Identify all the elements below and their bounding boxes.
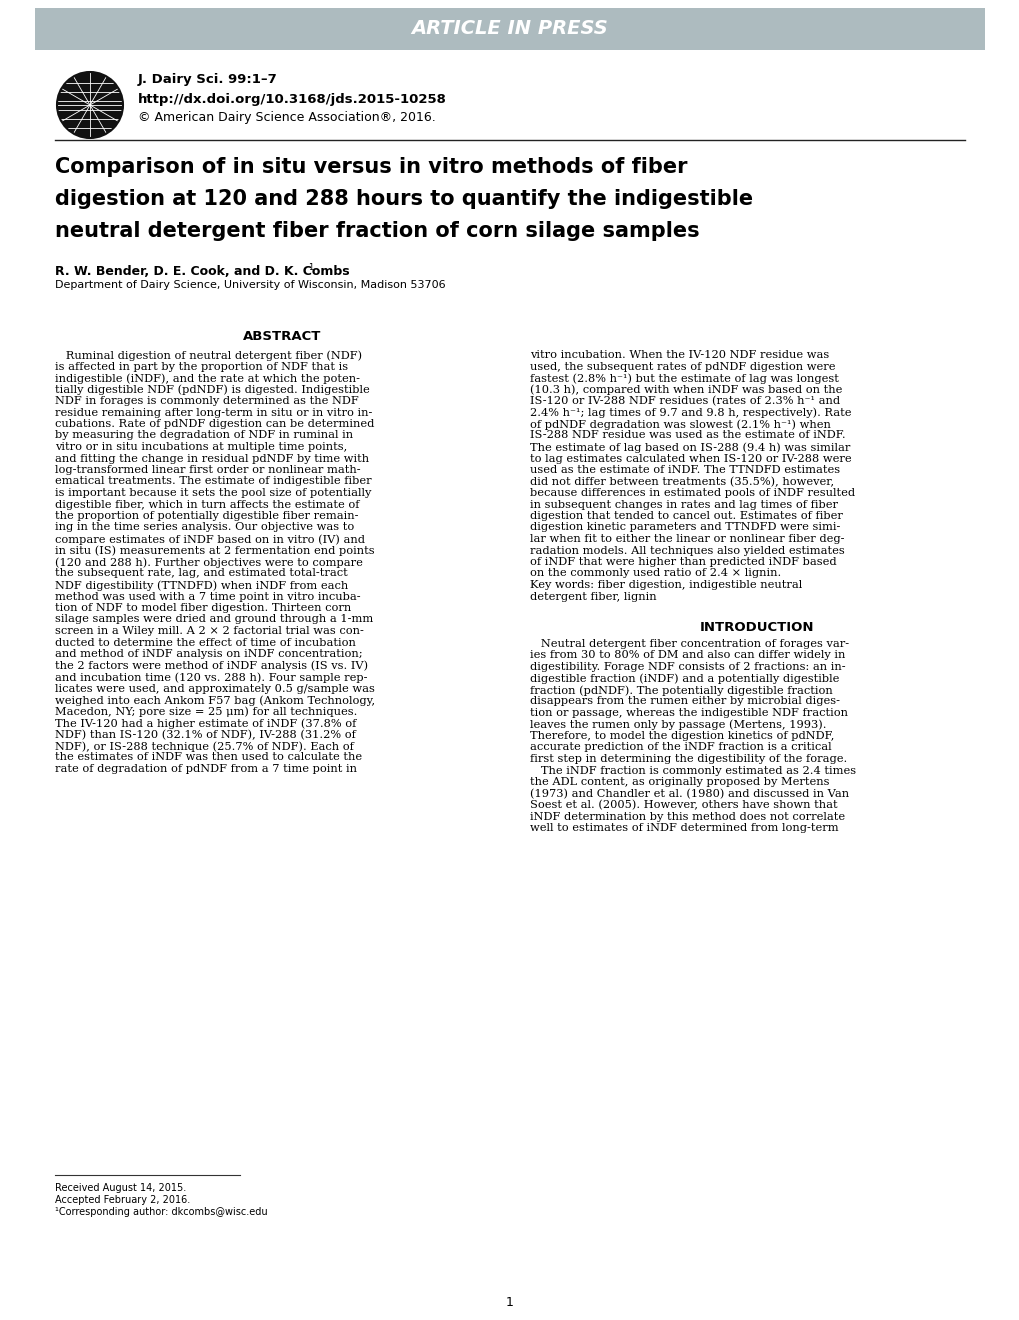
Text: IS-120 or IV-288 NDF residues (rates of 2.3% h⁻¹ and: IS-120 or IV-288 NDF residues (rates of … bbox=[530, 396, 840, 407]
Text: ies from 30 to 80% of DM and also can differ widely in: ies from 30 to 80% of DM and also can di… bbox=[530, 651, 845, 660]
Text: 1: 1 bbox=[505, 1295, 514, 1308]
Text: the subsequent rate, lag, and estimated total-tract: the subsequent rate, lag, and estimated … bbox=[55, 569, 347, 578]
Text: Macedon, NY; pore size = 25 μm) for all techniques.: Macedon, NY; pore size = 25 μm) for all … bbox=[55, 706, 357, 717]
Text: radation models. All techniques also yielded estimates: radation models. All techniques also yie… bbox=[530, 545, 844, 556]
Text: IS-288 NDF residue was used as the estimate of iNDF.: IS-288 NDF residue was used as the estim… bbox=[530, 430, 845, 441]
Text: (1973) and Chandler et al. (1980) and discussed in Van: (1973) and Chandler et al. (1980) and di… bbox=[530, 788, 848, 799]
Text: by measuring the degradation of NDF in ruminal in: by measuring the degradation of NDF in r… bbox=[55, 430, 353, 441]
Text: screen in a Wiley mill. A 2 × 2 factorial trial was con-: screen in a Wiley mill. A 2 × 2 factoria… bbox=[55, 626, 364, 636]
Text: neutral detergent fiber fraction of corn silage samples: neutral detergent fiber fraction of corn… bbox=[55, 220, 699, 242]
Text: http://dx.doi.org/10.3168/jds.2015-10258: http://dx.doi.org/10.3168/jds.2015-10258 bbox=[138, 92, 446, 106]
Text: Soest et al. (2005). However, others have shown that: Soest et al. (2005). However, others hav… bbox=[530, 800, 837, 810]
Text: Department of Dairy Science, University of Wisconsin, Madison 53706: Department of Dairy Science, University … bbox=[55, 280, 445, 290]
Text: ematical treatments. The estimate of indigestible fiber: ematical treatments. The estimate of ind… bbox=[55, 477, 371, 487]
Text: compare estimates of iNDF based on in vitro (IV) and: compare estimates of iNDF based on in vi… bbox=[55, 535, 365, 545]
Text: silage samples were dried and ground through a 1-mm: silage samples were dried and ground thr… bbox=[55, 615, 373, 624]
Text: indigestible (iNDF), and the rate at which the poten-: indigestible (iNDF), and the rate at whi… bbox=[55, 374, 360, 384]
Text: detergent fiber, lignin: detergent fiber, lignin bbox=[530, 591, 656, 602]
Text: cubations. Rate of pdNDF digestion can be determined: cubations. Rate of pdNDF digestion can b… bbox=[55, 418, 374, 429]
Text: the estimates of iNDF was then used to calculate the: the estimates of iNDF was then used to c… bbox=[55, 752, 362, 763]
Text: iNDF determination by this method does not correlate: iNDF determination by this method does n… bbox=[530, 812, 845, 821]
Text: because differences in estimated pools of iNDF resulted: because differences in estimated pools o… bbox=[530, 488, 854, 498]
Text: NDF digestibility (TTNDFD) when iNDF from each: NDF digestibility (TTNDFD) when iNDF fro… bbox=[55, 579, 347, 590]
Text: Received August 14, 2015.: Received August 14, 2015. bbox=[55, 1183, 186, 1193]
Text: ing in the time series analysis. Our objective was to: ing in the time series analysis. Our obj… bbox=[55, 523, 354, 532]
Text: the ADL content, as originally proposed by Mertens: the ADL content, as originally proposed … bbox=[530, 777, 828, 787]
Text: the 2 factors were method of iNDF analysis (IS vs. IV): the 2 factors were method of iNDF analys… bbox=[55, 660, 368, 671]
Text: method was used with a 7 time point in vitro incuba-: method was used with a 7 time point in v… bbox=[55, 591, 361, 602]
Text: digestion at 120 and 288 hours to quantify the indigestible: digestion at 120 and 288 hours to quanti… bbox=[55, 189, 752, 209]
Text: tially digestible NDF (pdNDF) is digested. Indigestible: tially digestible NDF (pdNDF) is digeste… bbox=[55, 384, 370, 395]
Text: fastest (2.8% h⁻¹) but the estimate of lag was longest: fastest (2.8% h⁻¹) but the estimate of l… bbox=[530, 374, 838, 384]
Text: weighed into each Ankom F57 bag (Ankom Technology,: weighed into each Ankom F57 bag (Ankom T… bbox=[55, 696, 375, 706]
Text: fraction (pdNDF). The potentially digestible fraction: fraction (pdNDF). The potentially digest… bbox=[530, 685, 832, 696]
Text: and method of iNDF analysis on iNDF concentration;: and method of iNDF analysis on iNDF conc… bbox=[55, 649, 363, 659]
Text: ¹Corresponding author: dkcombs@wisc.edu: ¹Corresponding author: dkcombs@wisc.edu bbox=[55, 1206, 267, 1217]
Text: ducted to determine the effect of time of incubation: ducted to determine the effect of time o… bbox=[55, 638, 356, 648]
Text: used, the subsequent rates of pdNDF digestion were: used, the subsequent rates of pdNDF dige… bbox=[530, 362, 835, 371]
Text: well to estimates of iNDF determined from long-term: well to estimates of iNDF determined fro… bbox=[530, 822, 838, 833]
Text: Ruminal digestion of neutral detergent fiber (NDF): Ruminal digestion of neutral detergent f… bbox=[55, 350, 362, 360]
Text: vitro incubation. When the IV-120 NDF residue was: vitro incubation. When the IV-120 NDF re… bbox=[530, 350, 828, 360]
Text: on the commonly used ratio of 2.4 × lignin.: on the commonly used ratio of 2.4 × lign… bbox=[530, 569, 781, 578]
Text: digestibility. Forage NDF consists of 2 fractions: an in-: digestibility. Forage NDF consists of 2 … bbox=[530, 663, 845, 672]
Text: Comparison of in situ versus in vitro methods of fiber: Comparison of in situ versus in vitro me… bbox=[55, 157, 687, 177]
Text: log-transformed linear first order or nonlinear math-: log-transformed linear first order or no… bbox=[55, 465, 361, 475]
Text: The IV-120 had a higher estimate of iNDF (37.8% of: The IV-120 had a higher estimate of iNDF… bbox=[55, 718, 356, 729]
Text: of pdNDF degradation was slowest (2.1% h⁻¹) when: of pdNDF degradation was slowest (2.1% h… bbox=[530, 418, 830, 429]
Text: ARTICLE IN PRESS: ARTICLE IN PRESS bbox=[412, 20, 607, 38]
Text: residue remaining after long-term in situ or in vitro in-: residue remaining after long-term in sit… bbox=[55, 408, 372, 417]
Text: and fitting the change in residual pdNDF by time with: and fitting the change in residual pdNDF… bbox=[55, 454, 369, 463]
Text: tion or passage, whereas the indigestible NDF fraction: tion or passage, whereas the indigestibl… bbox=[530, 708, 847, 718]
Text: first step in determining the digestibility of the forage.: first step in determining the digestibil… bbox=[530, 754, 847, 764]
Text: 2.4% h⁻¹; lag times of 9.7 and 9.8 h, respectively). Rate: 2.4% h⁻¹; lag times of 9.7 and 9.8 h, re… bbox=[530, 408, 851, 418]
Text: digestion that tended to cancel out. Estimates of fiber: digestion that tended to cancel out. Est… bbox=[530, 511, 842, 521]
Text: and incubation time (120 vs. 288 h). Four sample rep-: and incubation time (120 vs. 288 h). Fou… bbox=[55, 672, 367, 682]
Text: NDF), or IS-288 technique (25.7% of NDF). Each of: NDF), or IS-288 technique (25.7% of NDF)… bbox=[55, 741, 354, 751]
Text: accurate prediction of the iNDF fraction is a critical: accurate prediction of the iNDF fraction… bbox=[530, 742, 830, 752]
Text: is affected in part by the proportion of NDF that is: is affected in part by the proportion of… bbox=[55, 362, 347, 371]
Text: Therefore, to model the digestion kinetics of pdNDF,: Therefore, to model the digestion kineti… bbox=[530, 731, 834, 741]
Circle shape bbox=[57, 73, 123, 139]
Text: INTRODUCTION: INTRODUCTION bbox=[700, 620, 814, 634]
Bar bbox=[35, 8, 984, 50]
Text: (120 and 288 h). Further objectives were to compare: (120 and 288 h). Further objectives were… bbox=[55, 557, 363, 568]
Text: NDF) than IS-120 (32.1% of NDF), IV-288 (31.2% of: NDF) than IS-120 (32.1% of NDF), IV-288 … bbox=[55, 730, 356, 739]
Text: © American Dairy Science Association®, 2016.: © American Dairy Science Association®, 2… bbox=[138, 111, 435, 124]
Text: to lag estimates calculated when IS-120 or IV-288 were: to lag estimates calculated when IS-120 … bbox=[530, 454, 851, 463]
Text: R. W. Bender, D. E. Cook, and D. K. Combs: R. W. Bender, D. E. Cook, and D. K. Comb… bbox=[55, 265, 350, 279]
Text: leaves the rumen only by passage (Mertens, 1993).: leaves the rumen only by passage (Merten… bbox=[530, 719, 825, 730]
Text: disappears from the rumen either by microbial diges-: disappears from the rumen either by micr… bbox=[530, 697, 840, 706]
Text: (10.3 h), compared with when iNDF was based on the: (10.3 h), compared with when iNDF was ba… bbox=[530, 384, 842, 395]
Text: is important because it sets the pool size of potentially: is important because it sets the pool si… bbox=[55, 488, 371, 498]
Text: tion of NDF to model fiber digestion. Thirteen corn: tion of NDF to model fiber digestion. Th… bbox=[55, 603, 351, 612]
Text: rate of degradation of pdNDF from a 7 time point in: rate of degradation of pdNDF from a 7 ti… bbox=[55, 764, 357, 774]
Text: 1: 1 bbox=[308, 263, 313, 272]
Text: vitro or in situ incubations at multiple time points,: vitro or in situ incubations at multiple… bbox=[55, 442, 346, 451]
Text: The estimate of lag based on IS-288 (9.4 h) was similar: The estimate of lag based on IS-288 (9.4… bbox=[530, 442, 850, 453]
Text: NDF in forages is commonly determined as the NDF: NDF in forages is commonly determined as… bbox=[55, 396, 359, 407]
Text: Key words: fiber digestion, indigestible neutral: Key words: fiber digestion, indigestible… bbox=[530, 579, 802, 590]
Text: did not differ between treatments (35.5%), however,: did not differ between treatments (35.5%… bbox=[530, 477, 834, 487]
Text: digestion kinetic parameters and TTNDFD were simi-: digestion kinetic parameters and TTNDFD … bbox=[530, 523, 840, 532]
Text: digestible fraction (iNDF) and a potentially digestible: digestible fraction (iNDF) and a potenti… bbox=[530, 673, 839, 684]
Text: in situ (IS) measurements at 2 fermentation end points: in situ (IS) measurements at 2 fermentat… bbox=[55, 545, 374, 556]
Text: the proportion of potentially digestible fiber remain-: the proportion of potentially digestible… bbox=[55, 511, 358, 521]
Text: digestible fiber, which in turn affects the estimate of: digestible fiber, which in turn affects … bbox=[55, 499, 359, 510]
Text: lar when fit to either the linear or nonlinear fiber deg-: lar when fit to either the linear or non… bbox=[530, 535, 844, 544]
Text: The iNDF fraction is commonly estimated as 2.4 times: The iNDF fraction is commonly estimated … bbox=[530, 766, 855, 776]
Text: Neutral detergent fiber concentration of forages var-: Neutral detergent fiber concentration of… bbox=[530, 639, 848, 649]
Text: Accepted February 2, 2016.: Accepted February 2, 2016. bbox=[55, 1195, 191, 1205]
Text: J. Dairy Sci. 99:1–7: J. Dairy Sci. 99:1–7 bbox=[138, 74, 277, 87]
Text: of iNDF that were higher than predicted iNDF based: of iNDF that were higher than predicted … bbox=[530, 557, 836, 568]
Text: in subsequent changes in rates and lag times of fiber: in subsequent changes in rates and lag t… bbox=[530, 499, 838, 510]
Text: licates were used, and approximately 0.5 g/sample was: licates were used, and approximately 0.5… bbox=[55, 684, 375, 693]
Text: ABSTRACT: ABSTRACT bbox=[244, 330, 321, 343]
Text: used as the estimate of iNDF. The TTNDFD estimates: used as the estimate of iNDF. The TTNDFD… bbox=[530, 465, 840, 475]
